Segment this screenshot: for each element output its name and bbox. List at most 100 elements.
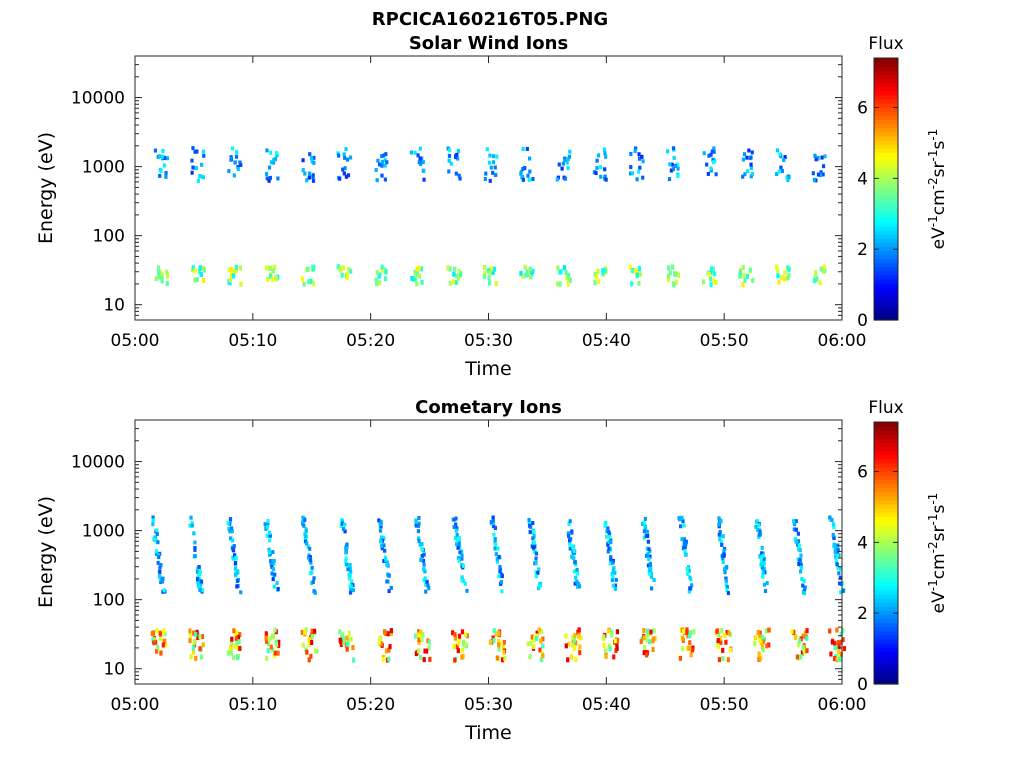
data-cell [274,642,279,648]
data-cell [792,527,796,532]
data-cell [758,529,762,534]
data-cell [165,269,169,275]
data-cell [271,277,275,283]
data-cell [188,523,192,528]
data-cell [794,539,798,544]
data-cell [389,585,393,590]
data-cell [230,146,235,151]
data-cell [273,572,277,577]
data-cell [836,543,840,548]
data-cell [836,640,841,646]
data-cell [447,158,451,163]
data-cell [604,177,608,182]
data-cell [635,272,639,278]
data-cell [610,578,614,583]
data-cell [831,522,836,527]
data-cell [629,151,633,156]
data-cell [277,639,281,645]
data-cell [774,264,779,270]
data-cell [423,576,427,581]
data-cell [688,640,692,646]
data-cell [722,548,726,553]
axes-frame [134,55,843,321]
data-cell [680,537,684,542]
data-cell [799,553,803,558]
data-cell [267,547,271,552]
data-cell [574,656,578,662]
data-cell [155,628,159,634]
data-cell [158,631,163,637]
colorbar-segment [874,115,898,121]
data-cell [155,551,159,556]
data-cell [380,160,385,165]
data-cell [751,277,755,283]
data-cell [460,575,465,580]
data-cell [342,171,346,176]
data-cell [387,589,391,594]
data-cell [649,586,654,591]
data-cell [668,270,672,276]
data-cell [460,578,464,583]
data-cell [607,628,611,634]
data-cell [638,165,642,170]
data-cell [415,266,419,272]
data-cell [816,156,820,161]
data-cell [341,632,345,638]
data-cell [159,580,163,585]
data-cell [541,653,545,659]
data-cell [775,148,780,153]
data-cell [377,639,381,645]
data-cell [347,576,351,581]
data-cell [834,555,838,560]
data-cell [828,515,832,520]
data-cell [527,520,531,525]
data-cell [345,635,349,641]
data-cell [383,276,388,282]
data-cell [341,167,345,172]
data-cell [681,628,685,634]
data-cell [190,521,194,526]
colorbar-segment [874,205,898,211]
data-cell [745,273,749,279]
data-cell [614,577,618,582]
data-cell [301,168,305,173]
data-cell [783,270,787,276]
data-cell [720,628,724,634]
data-cell [345,545,349,550]
data-cell [159,169,163,174]
data-cell [577,584,582,589]
data-cell [344,147,348,152]
data-cell [383,163,387,168]
data-cell [838,656,842,662]
data-cell [455,273,459,279]
data-cell [606,526,610,531]
data-cell [692,629,696,635]
data-cell [384,268,388,274]
data-cell [667,265,671,271]
data-cell [159,650,163,656]
data-cell [593,271,597,277]
data-cell [642,650,646,656]
data-cell [420,542,424,547]
data-cell [378,272,382,278]
data-cell [686,571,690,576]
data-cell [419,629,423,635]
data-cell [832,525,836,530]
data-cell [416,153,420,158]
data-cell [374,277,378,283]
data-cell [497,631,501,637]
data-cell [271,268,275,274]
data-cell [642,521,646,526]
data-cell [714,172,718,177]
data-cell [232,173,236,178]
colorbar-segment [874,573,898,579]
y-tick-label: 1000 [82,158,125,178]
data-cell [307,279,311,285]
colorbar-segment [874,274,898,280]
data-cell [531,521,535,526]
colorbar-segment [874,569,898,575]
data-cell [541,636,545,642]
data-cell [269,559,273,564]
x-axis-label: Time [464,722,512,744]
data-cell [570,529,574,534]
